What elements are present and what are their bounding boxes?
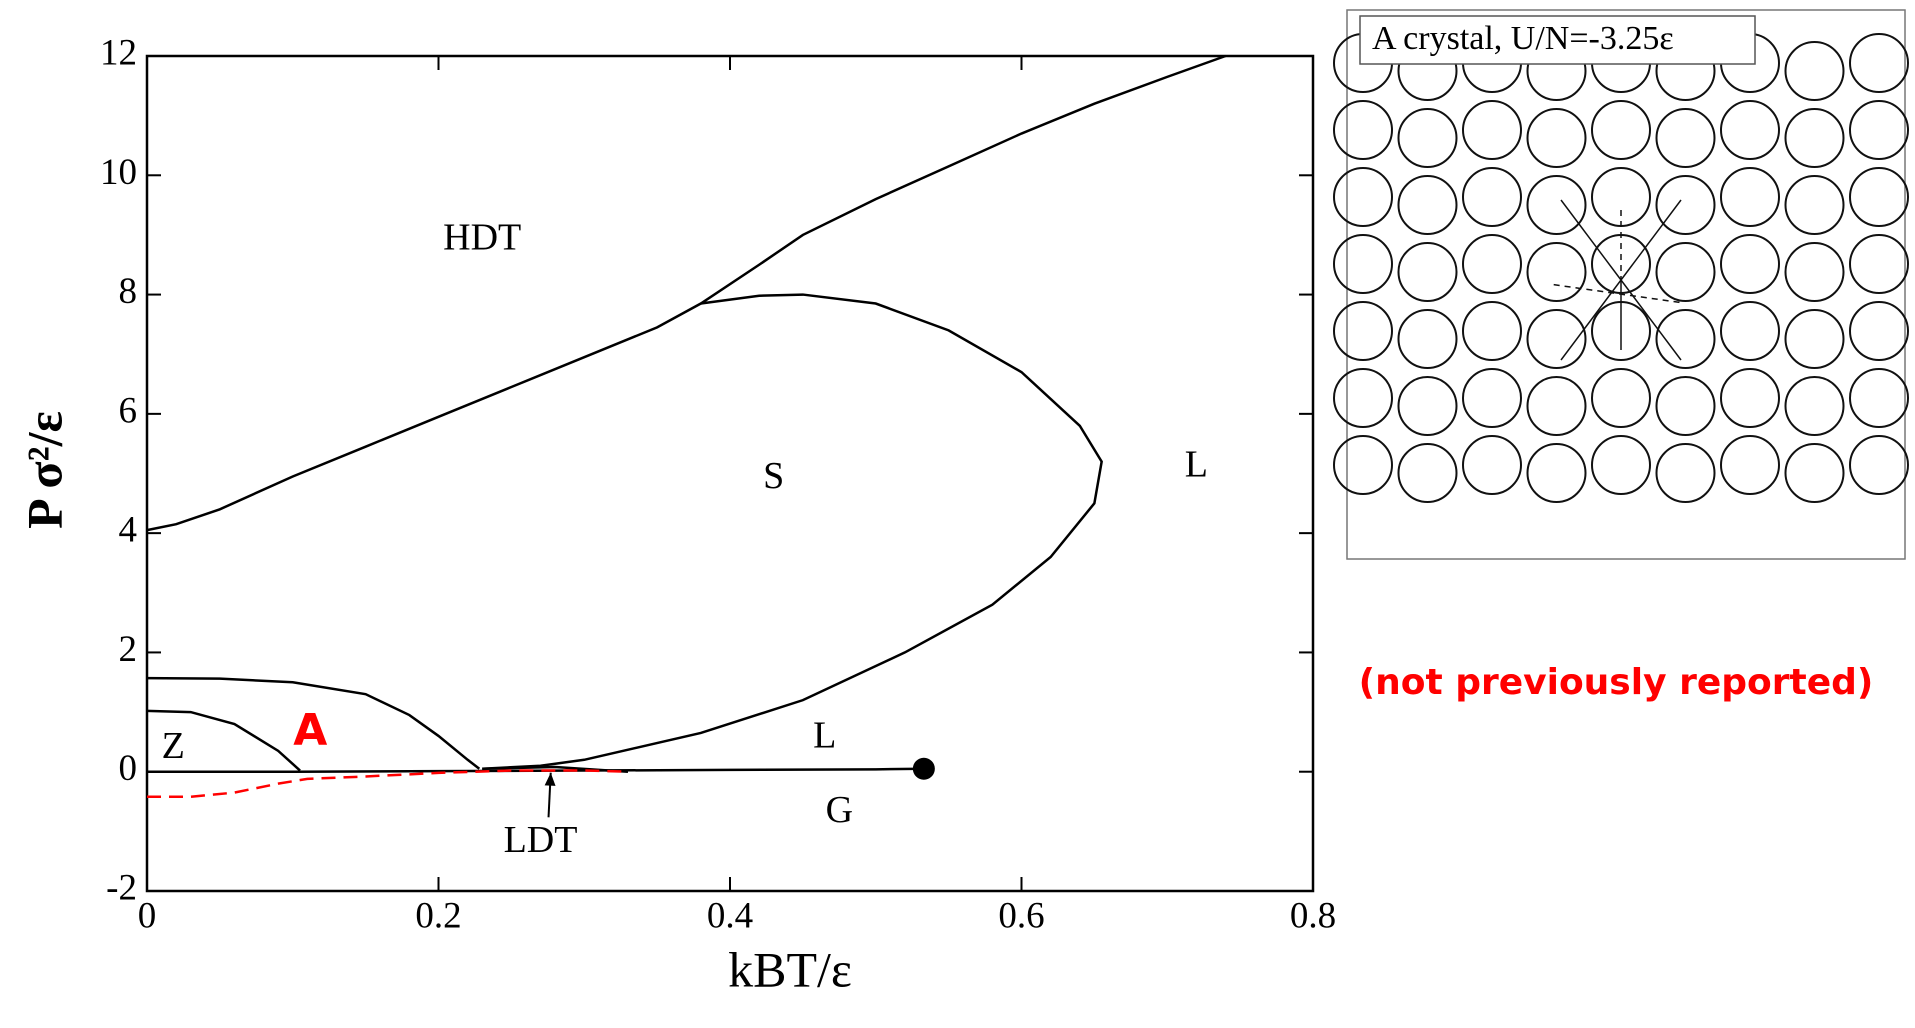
crystal-particle bbox=[1784, 108, 1845, 168]
crystal-panel bbox=[1333, 9, 1909, 560]
x-tick-label: 0 bbox=[138, 895, 157, 936]
region-label: A bbox=[293, 705, 327, 756]
region-label: G bbox=[826, 789, 853, 831]
boundary-line bbox=[147, 769, 629, 799]
plot-frame bbox=[145, 54, 1315, 893]
crystal-particle bbox=[1333, 368, 1393, 428]
crystal-particle bbox=[1526, 175, 1587, 235]
boundary-line bbox=[482, 293, 1103, 770]
crystal-particle bbox=[1784, 41, 1845, 101]
y-tick-label: 0 bbox=[119, 748, 138, 789]
y-tick-label: 8 bbox=[119, 271, 138, 312]
y-tick-label: 4 bbox=[119, 510, 138, 551]
y-tick-label: -2 bbox=[106, 867, 137, 908]
boundary-line bbox=[482, 765, 629, 773]
crystal-particle bbox=[1591, 435, 1651, 495]
crystal-particle bbox=[1849, 435, 1909, 495]
crystal-particle bbox=[1591, 167, 1651, 227]
region-label: S bbox=[763, 455, 784, 497]
crystal-particle bbox=[1655, 376, 1716, 436]
bond bbox=[1620, 199, 1682, 281]
crystal-particle bbox=[1784, 376, 1845, 436]
x-tick-label: 0.8 bbox=[1290, 895, 1336, 936]
crystal-particle bbox=[1720, 435, 1780, 495]
crystal-particle bbox=[1591, 100, 1651, 160]
crystal-particle bbox=[1397, 376, 1458, 436]
crystal-particle bbox=[1849, 100, 1909, 160]
y-tick-label: 2 bbox=[119, 629, 138, 670]
crystal-particle bbox=[1462, 435, 1522, 495]
crystal-particle bbox=[1333, 100, 1393, 160]
crystal-label-box bbox=[1359, 15, 1756, 65]
bond bbox=[1620, 279, 1682, 361]
crystal-particle bbox=[1397, 309, 1458, 369]
boundary-line bbox=[146, 709, 301, 772]
crystal-particle bbox=[1784, 175, 1845, 235]
crystal-particle bbox=[1526, 108, 1587, 168]
crystal-particle bbox=[1333, 301, 1393, 361]
crystal-particle bbox=[1591, 368, 1651, 428]
crystal-particle bbox=[1784, 242, 1845, 302]
crystal-particle bbox=[1655, 242, 1716, 302]
crystal-particle bbox=[1526, 242, 1587, 302]
crystal-particle bbox=[1720, 167, 1780, 227]
crystal-particle bbox=[1462, 100, 1522, 160]
crystal-particle bbox=[1397, 108, 1458, 168]
crystal-particle bbox=[1720, 234, 1780, 294]
crystal-particle bbox=[1849, 33, 1909, 93]
crystal-particle bbox=[1526, 309, 1587, 369]
region-label: Z bbox=[162, 725, 185, 767]
bond bbox=[1553, 283, 1685, 304]
bond bbox=[1560, 199, 1622, 281]
crystal-particle bbox=[1462, 368, 1522, 428]
crystal-particle bbox=[1397, 242, 1458, 302]
crystal-particle bbox=[1462, 234, 1522, 294]
arrow-head bbox=[544, 772, 556, 786]
boundary-line bbox=[146, 676, 481, 770]
x-axis-label: kBT/ε bbox=[728, 941, 852, 997]
crystal-particle bbox=[1849, 301, 1909, 361]
crystal-particle bbox=[1849, 167, 1909, 227]
crystal-particle bbox=[1526, 443, 1587, 503]
y-tick-label: 10 bbox=[100, 152, 137, 193]
region-label: LDT bbox=[504, 819, 578, 861]
x-tick-label: 0.6 bbox=[998, 895, 1044, 936]
crystal-particle bbox=[1333, 435, 1393, 495]
crystal-particle bbox=[1397, 175, 1458, 235]
crystal-particle bbox=[1655, 175, 1716, 235]
boundary-line bbox=[147, 767, 924, 773]
region-label: HDT bbox=[443, 217, 521, 259]
crystal-label: A crystal, U/N=-3.25ε bbox=[1372, 20, 1674, 57]
crystal-particle bbox=[1720, 100, 1780, 160]
crystal-particle bbox=[1720, 301, 1780, 361]
crystal-particle bbox=[1720, 368, 1780, 428]
crystal-particle bbox=[1784, 443, 1845, 503]
note: (not previously reported) bbox=[1359, 662, 1874, 703]
crystal-particle bbox=[1655, 443, 1716, 503]
boundary-line bbox=[146, 54, 1226, 532]
crystal-particle bbox=[1655, 309, 1716, 369]
bond bbox=[1560, 279, 1622, 361]
y-axis-label: P σ²/ε bbox=[16, 411, 72, 529]
y-tick-label: 12 bbox=[100, 32, 137, 73]
region-label: L bbox=[1185, 443, 1208, 485]
crystal-particle bbox=[1462, 167, 1522, 227]
crystal-particle bbox=[1849, 368, 1909, 428]
crystal-frame bbox=[1346, 9, 1906, 560]
crystal-particle bbox=[1849, 234, 1909, 294]
x-tick-label: 0.2 bbox=[415, 895, 461, 936]
crystal-particle bbox=[1784, 309, 1845, 369]
crystal-particle bbox=[1526, 376, 1587, 436]
crystal-particle bbox=[1397, 443, 1458, 503]
x-tick-label: 0.4 bbox=[707, 895, 753, 936]
y-tick-label: 6 bbox=[119, 390, 138, 431]
region-label: L bbox=[813, 715, 836, 757]
crystal-particle bbox=[1462, 301, 1522, 361]
critical-point bbox=[912, 757, 935, 780]
crystal-particle bbox=[1333, 234, 1393, 294]
crystal-particle bbox=[1333, 167, 1393, 227]
crystal-particle bbox=[1655, 108, 1716, 168]
